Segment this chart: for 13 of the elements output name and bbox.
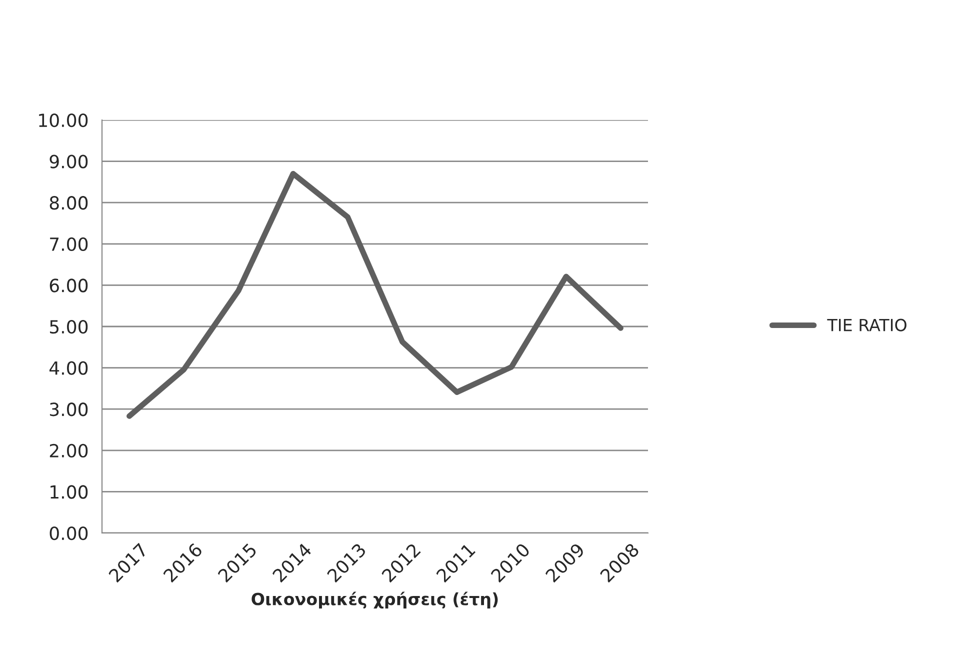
y-tick-label: 1.00	[50, 485, 88, 499]
y-tick-label: 0.00	[50, 526, 88, 540]
y-tick-label: 5.00	[50, 320, 88, 334]
y-tick-label: 2.00	[50, 444, 88, 458]
y-tick-label: 6.00	[50, 278, 88, 292]
y-tick-label: 8.00	[50, 196, 88, 210]
y-tick-label: 10.00	[39, 113, 88, 128]
y-tick-label: 3.00	[50, 402, 88, 416]
x-axis-title: Οικονομικές χρήσεις (έτη)	[252, 592, 498, 609]
y-tick-label: 9.00	[50, 154, 88, 168]
y-tick-label: 4.00	[49, 361, 88, 375]
legend-label: TIE RATIO	[827, 318, 906, 332]
y-tick-label: 7.00	[50, 237, 88, 252]
